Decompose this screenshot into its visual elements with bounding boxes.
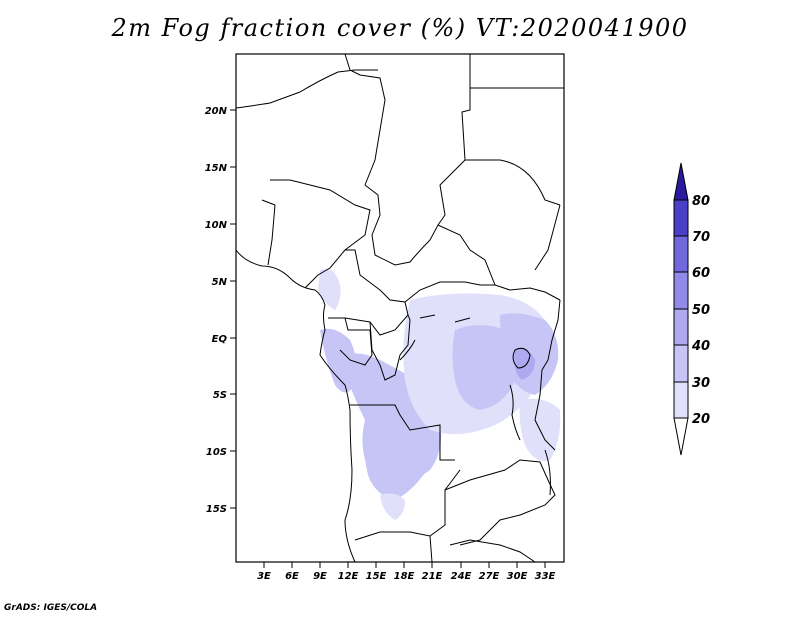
lake-tanganyika (509, 384, 521, 441)
lat-label-15s: 15S (206, 504, 227, 515)
lat-label-5s: 5S (213, 390, 227, 401)
lat-label-20n: 20N (205, 106, 228, 117)
fog-shading-light-west (318, 269, 341, 310)
colorbar-swatch-70-80 (673, 199, 689, 237)
lon-ticks (263, 562, 546, 568)
colorbar-label-80: 80 (692, 194, 710, 209)
colorbar-label-40: 40 (691, 339, 710, 354)
border-north-2 (344, 53, 386, 186)
colorbar-swatch-50-60 (673, 271, 689, 310)
lon-label-24e: 24E (451, 571, 472, 582)
border-car (404, 281, 561, 303)
colorbar-swatch-20-30 (673, 381, 689, 419)
lat-label-5n: 5N (212, 277, 228, 288)
lake-malawi (544, 449, 551, 496)
border-cameroon (328, 249, 409, 336)
lat-label-10n: 10N (205, 220, 228, 231)
colorbar: 80 70 60 50 40 30 20 (673, 162, 710, 456)
lon-label-9e: 9E (313, 571, 327, 582)
fog-shading-south (364, 423, 431, 500)
fog-shading-coast (320, 328, 357, 393)
border-north-3 (437, 54, 471, 226)
lon-label-3e: 3E (257, 571, 271, 582)
border-zambia (444, 459, 556, 546)
lon-labels: 3E 6E 9E 12E 15E 18E 21E 24E 27E 30E 33E (257, 571, 555, 582)
colorbar-label-60: 60 (692, 266, 710, 281)
border-chad (364, 184, 496, 286)
grads-credit: GrADS: IGES/COLA (4, 603, 98, 613)
border-drc-east (534, 299, 561, 451)
border-namibia (429, 535, 536, 563)
lon-label-18e: 18E (394, 571, 415, 582)
fog-shading-central-dense (452, 325, 517, 410)
border-nigeria (270, 179, 371, 289)
lat-labels: 20N 15N 10N 5N EQ 5S 10S 15S (205, 106, 228, 515)
map-frame (235, 53, 565, 563)
colorbar-swatch-60-70 (673, 235, 689, 273)
lat-label-10s: 10S (206, 447, 227, 458)
colorbar-label-70: 70 (692, 230, 710, 245)
colorbar-label-30: 30 (692, 376, 710, 391)
colorbar-swatch-30-40 (673, 344, 689, 383)
lon-label-15e: 15E (366, 571, 387, 582)
country-borders (235, 53, 564, 563)
lat-ticks (230, 109, 236, 509)
border-benin (261, 199, 276, 266)
map-title: 2m Fog fraction cover (%) VT:2020041900 (111, 14, 689, 42)
fog-shading-south-light (380, 493, 405, 520)
lon-label-6e: 6E (285, 571, 299, 582)
lat-label-15n: 15N (205, 163, 228, 174)
colorbar-swatch-40-50 (673, 308, 689, 346)
lat-label-eq: EQ (212, 334, 228, 345)
border-sudan (465, 159, 561, 271)
colorbar-cap-top (673, 162, 689, 201)
fog-cover-field (318, 269, 561, 520)
lon-label-30e: 30E (507, 571, 528, 582)
lon-label-33e: 33E (535, 571, 556, 582)
lake-victoria (512, 347, 531, 369)
colorbar-cap-bottom (673, 417, 689, 456)
border-congo (369, 314, 411, 381)
lon-label-27e: 27E (479, 571, 500, 582)
lon-label-12e: 12E (338, 571, 359, 582)
border-north-1 (235, 69, 378, 109)
colorbar-label-50: 50 (692, 303, 710, 318)
river-congo (399, 314, 471, 361)
border-angola-north (350, 404, 455, 461)
coastline-west-africa (235, 249, 356, 563)
lon-label-21e: 21E (422, 571, 443, 582)
colorbar-label-20: 20 (692, 412, 710, 427)
